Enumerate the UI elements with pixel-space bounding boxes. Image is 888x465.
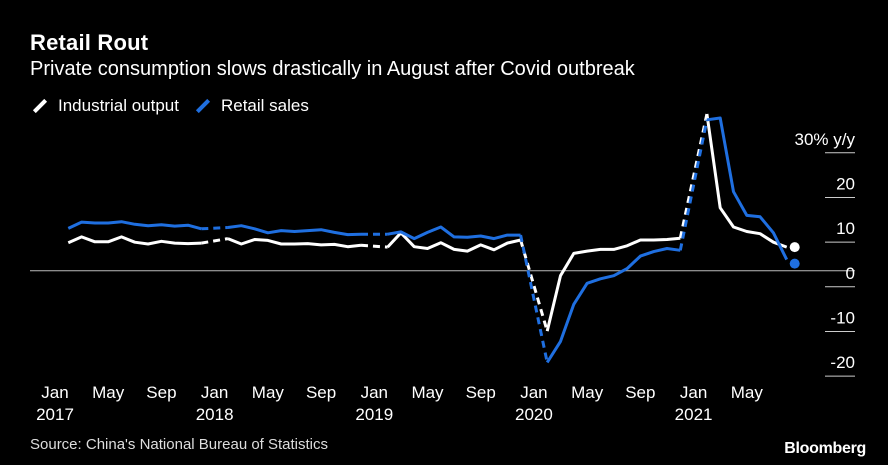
source-note: Source: China's National Bureau of Stati…	[30, 436, 329, 453]
series-line	[67, 235, 202, 246]
legend-item-retail: Retail sales	[193, 96, 309, 116]
x-tick-label: May	[731, 383, 764, 402]
chart-title: Retail Rout	[30, 30, 149, 55]
series-line	[545, 236, 681, 332]
x-tick-label: May	[92, 383, 125, 402]
series-gap-dashed-line	[360, 243, 388, 249]
legend: Industrial output Retail sales	[30, 96, 323, 116]
series-line	[227, 237, 362, 249]
x-tick-label: May	[571, 383, 604, 402]
series-line	[67, 220, 202, 231]
x-tick-label: Jan	[680, 383, 707, 402]
y-tick-label: 0	[846, 264, 855, 283]
x-tick-year-label: 2017	[36, 405, 74, 424]
x-tick-year-label: 2018	[196, 405, 234, 424]
y-tick-label: 10	[836, 219, 855, 238]
series-end-marker	[789, 242, 800, 253]
x-tick-label: Sep	[146, 383, 176, 402]
x-tick-label: Sep	[466, 383, 496, 402]
x-tick-year-label: 2020	[515, 405, 553, 424]
x-tick-year-label: 2021	[675, 405, 713, 424]
x-tick-label: Sep	[625, 383, 655, 402]
series-gap-dashed-line	[519, 239, 549, 332]
series-line	[545, 247, 681, 364]
series-gap-dashed-line	[678, 119, 709, 251]
legend-item-industrial: Industrial output	[30, 96, 179, 116]
series-line	[705, 113, 788, 249]
x-tick-label: Jan	[520, 383, 547, 402]
series-gap-dashed-line	[678, 113, 709, 239]
y-tick-label: 20	[836, 174, 855, 193]
series-gap-dashed-line	[201, 237, 229, 245]
series-end-marker	[789, 258, 800, 269]
series-gap-dashed-line	[201, 226, 228, 231]
y-tick-label: 30% y/y	[795, 130, 856, 149]
x-tick-label: Jan	[41, 383, 68, 402]
legend-label-industrial: Industrial output	[58, 96, 179, 115]
y-tick-label: -20	[830, 353, 855, 372]
series-line	[386, 231, 521, 253]
x-tick-label: May	[411, 383, 444, 402]
y-tick-label: -10	[830, 308, 855, 327]
chart-subtitle: Private consumption slows drastically in…	[30, 58, 635, 80]
legend-label-retail: Retail sales	[220, 96, 309, 115]
series-line	[387, 225, 521, 241]
x-tick-label: May	[252, 383, 285, 402]
x-tick-year-label: 2019	[355, 405, 393, 424]
bloomberg-logo: Bloomberg	[784, 440, 866, 457]
x-tick-label: Sep	[306, 383, 336, 402]
x-tick-label: Jan	[361, 383, 388, 402]
series-gap-dashed-line	[519, 234, 549, 363]
series-line	[227, 224, 362, 237]
x-tick-label: Jan	[201, 383, 228, 402]
series-line	[706, 116, 789, 261]
